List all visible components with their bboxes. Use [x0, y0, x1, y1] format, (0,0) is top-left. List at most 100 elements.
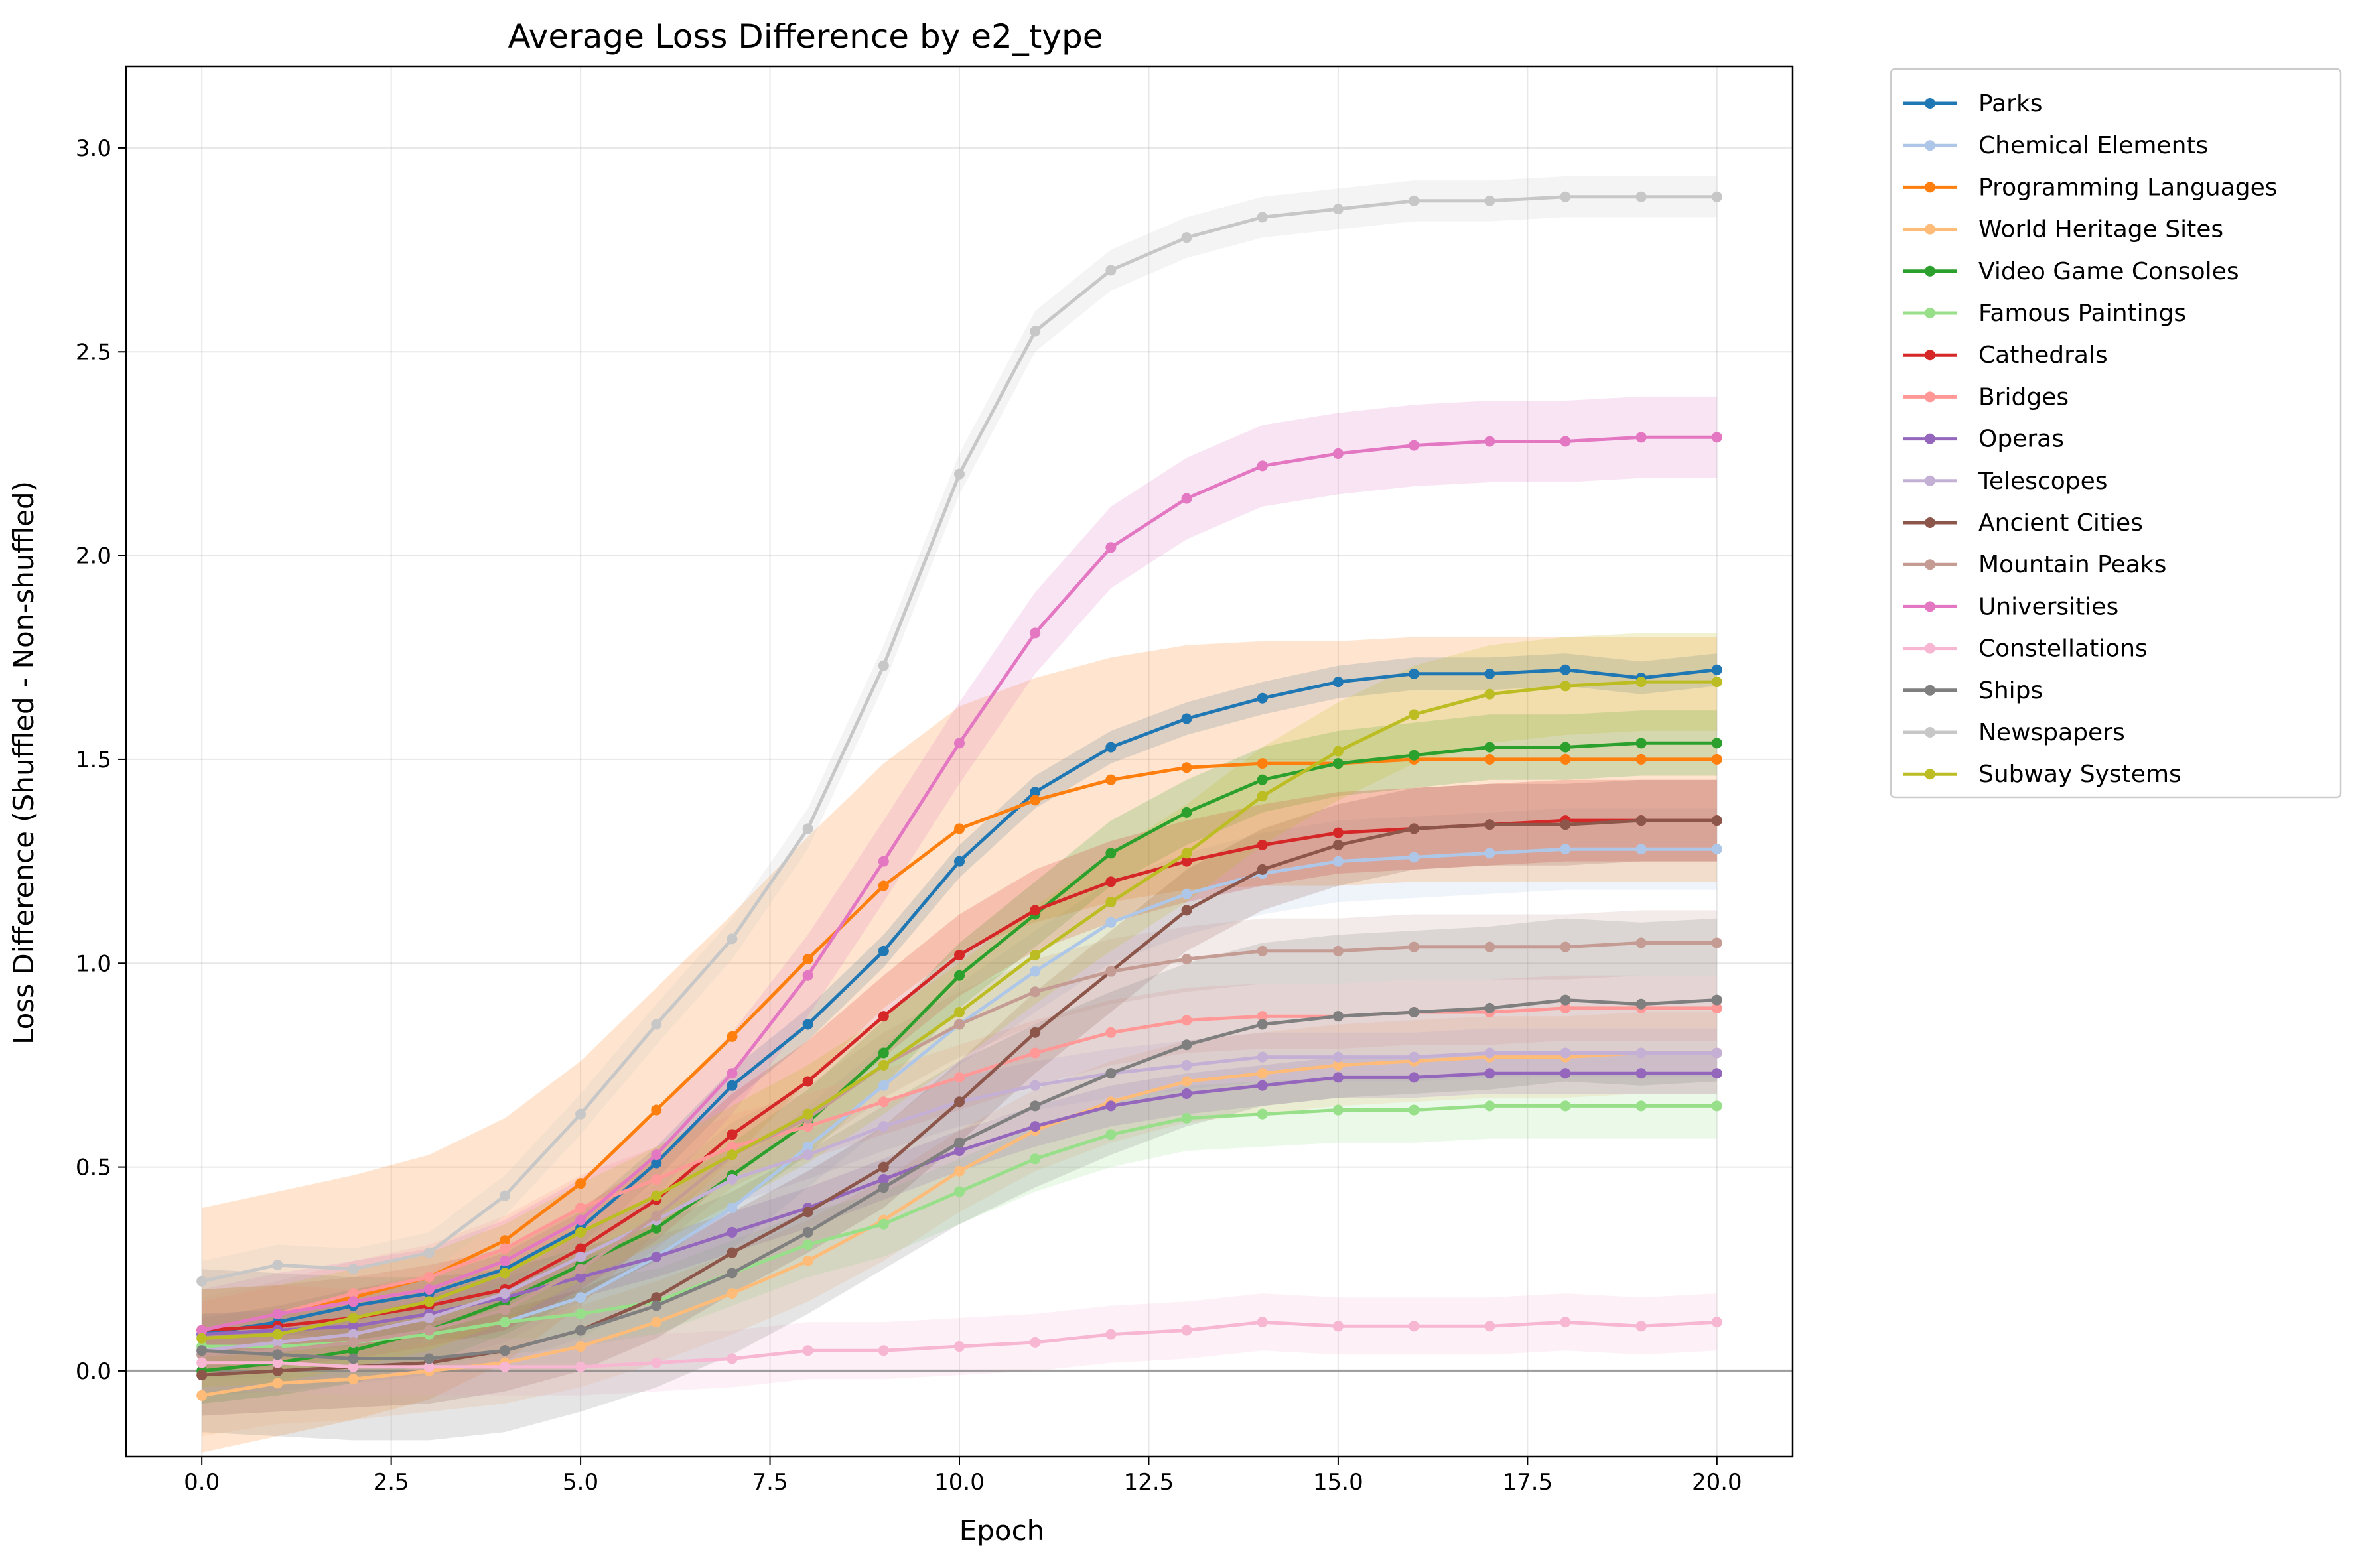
point-ships [802, 1226, 813, 1238]
point-ancient-cities [878, 1161, 889, 1173]
y-tick-label: 2.5 [76, 339, 111, 365]
point-famous-paintings [1181, 1112, 1192, 1124]
point-telescopes [1711, 1047, 1722, 1059]
point-bridges [1711, 1002, 1722, 1013]
point-constellations [423, 1361, 435, 1372]
point-bridges [1105, 1027, 1117, 1038]
point-telescopes [1332, 1051, 1344, 1063]
point-telescopes [499, 1288, 510, 1299]
point-parks [1560, 664, 1571, 675]
point-subway-systems [802, 1108, 813, 1120]
point-telescopes [1409, 1051, 1420, 1063]
point-subway-systems [348, 1313, 359, 1324]
legend-item-subway-systems: Subway Systems [1903, 761, 2181, 788]
point-constellations [196, 1357, 208, 1368]
point-universities [651, 1149, 662, 1161]
point-subway-systems [954, 1007, 965, 1018]
point-telescopes [1181, 1059, 1192, 1071]
point-operas [348, 1321, 359, 1332]
series-lines [196, 191, 1722, 1401]
point-mountain-peaks [1105, 966, 1117, 977]
point-parks [1105, 742, 1117, 753]
point-video-game-consoles [1635, 738, 1647, 749]
point-video-game-consoles [954, 970, 965, 981]
point-universities [1257, 460, 1268, 472]
point-subway-systems [575, 1226, 587, 1238]
point-universities [1181, 493, 1192, 504]
point-ancient-cities [1635, 815, 1647, 826]
point-ships [1257, 1019, 1268, 1030]
point-mountain-peaks [575, 1264, 587, 1275]
point-operas [1257, 1080, 1268, 1091]
point-ancient-cities [954, 1096, 965, 1108]
point-operas [1181, 1088, 1192, 1099]
legend-items: Parks Chemical Elements Programming Langua… [1903, 90, 2278, 788]
legend-label: Subway Systems [1978, 761, 2181, 788]
point-newspapers [954, 468, 965, 480]
point-newspapers [1181, 232, 1192, 243]
point-cathedrals [1257, 840, 1268, 851]
point-world-heritage-sites [272, 1378, 283, 1389]
legend-item-ancient-cities: Ancient Cities [1903, 509, 2143, 537]
point-parks [1409, 668, 1420, 679]
plot-area [125, 65, 1794, 1458]
point-ships [878, 1182, 889, 1193]
point-mountain-peaks [423, 1325, 435, 1336]
point-newspapers [1484, 195, 1495, 206]
x-axis-ticks: 0.0 2.5 5.0 7.5 10.0 12.5 15.0 17.5 20.0 [184, 1457, 1742, 1496]
point-programming-languages [1105, 774, 1117, 785]
point-constellations [499, 1361, 510, 1372]
legend-label: Programming Languages [1978, 174, 2278, 201]
point-mountain-peaks [1484, 941, 1495, 952]
point-mountain-peaks [1181, 954, 1192, 965]
legend-item-universities: Universities [1903, 593, 2118, 620]
y-tick-label: 0.5 [76, 1155, 111, 1181]
point-constellations [1560, 1317, 1571, 1328]
point-cathedrals [727, 1129, 738, 1140]
legend-swatch-marker [1925, 433, 1935, 444]
legend-item-video-game-consoles: Video Game Consoles [1903, 258, 2239, 285]
point-universities [802, 970, 813, 981]
point-newspapers [802, 823, 813, 834]
point-programming-languages [1257, 758, 1268, 769]
point-subway-systems [1332, 746, 1344, 757]
point-chemical-elements [802, 1141, 813, 1152]
point-ships [1711, 994, 1722, 1006]
point-programming-languages [1560, 753, 1571, 765]
point-parks [1257, 692, 1268, 704]
point-universities [1711, 432, 1722, 443]
point-video-game-consoles [1332, 758, 1344, 769]
point-ancient-cities [1409, 823, 1420, 834]
point-world-heritage-sites [1257, 1068, 1268, 1079]
legend-item-mountain-peaks: Mountain Peaks [1903, 551, 2166, 578]
point-bridges [499, 1243, 510, 1254]
point-newspapers [423, 1247, 435, 1258]
point-newspapers [1409, 195, 1420, 206]
legend-item-world-heritage-sites: World Heritage Sites [1903, 216, 2223, 243]
point-bridges [348, 1288, 359, 1299]
point-video-game-consoles [1711, 738, 1722, 749]
point-ancient-cities [727, 1247, 738, 1258]
point-famous-paintings [878, 1218, 889, 1230]
point-famous-paintings [575, 1308, 587, 1319]
point-video-game-consoles [1105, 848, 1117, 859]
point-constellations [651, 1357, 662, 1368]
point-programming-languages [1181, 762, 1192, 773]
point-operas [727, 1226, 738, 1238]
point-chemical-elements [1332, 856, 1344, 867]
legend-label: Telescopes [1978, 468, 2108, 495]
point-telescopes [1560, 1047, 1571, 1059]
point-universities [499, 1255, 510, 1266]
point-famous-paintings [1409, 1104, 1420, 1116]
point-ships [423, 1353, 435, 1364]
point-constellations [954, 1341, 965, 1352]
point-ships [1181, 1039, 1192, 1051]
point-cathedrals [575, 1243, 587, 1254]
legend-item-bridges: Bridges [1903, 383, 2069, 411]
point-famous-paintings [954, 1186, 965, 1197]
point-newspapers [1105, 265, 1117, 276]
point-famous-paintings [1711, 1100, 1722, 1112]
point-subway-systems [727, 1149, 738, 1161]
y-tick-label: 2.0 [76, 543, 111, 570]
point-universities [348, 1296, 359, 1307]
